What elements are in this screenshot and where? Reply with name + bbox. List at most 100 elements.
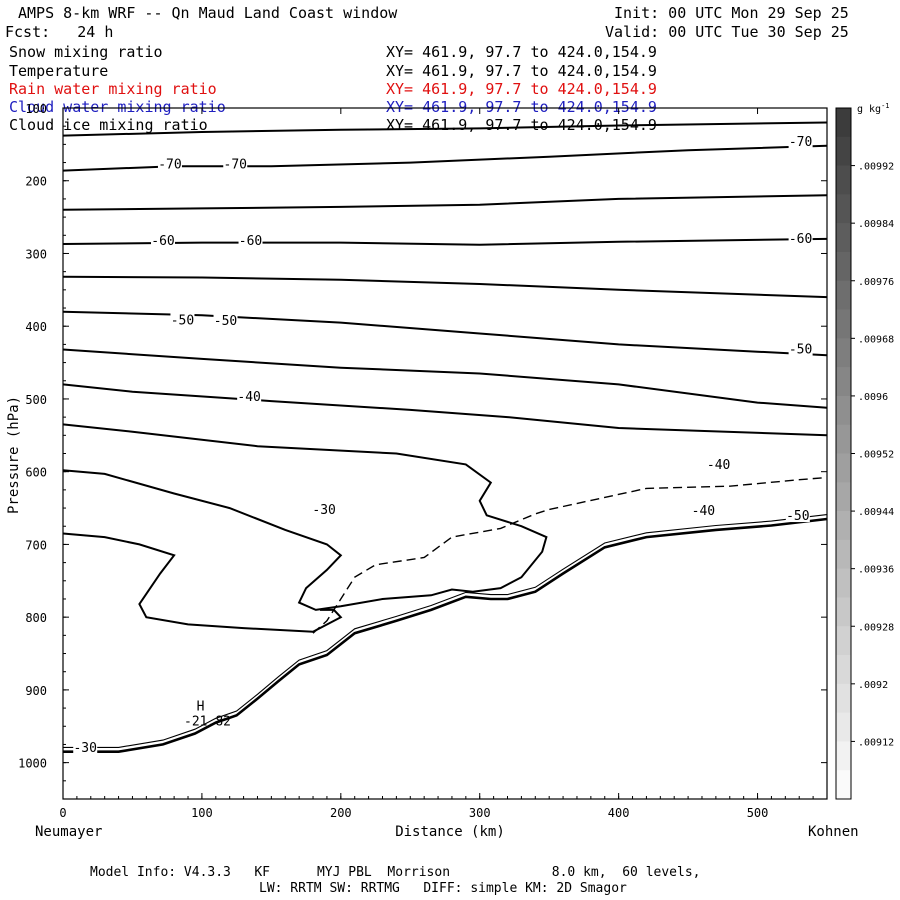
colorbar-swatch	[836, 655, 851, 685]
isotherm-label-bg	[706, 457, 731, 472]
y-axis-label: Pressure (hPa)	[6, 396, 22, 514]
isotherm-label-bg	[237, 388, 262, 403]
isotherm-label-bg	[238, 233, 263, 248]
field-xy-temperature: XY= 461.9, 97.7 to 424.0,154.9	[386, 62, 657, 80]
x-tick-label: 300	[469, 806, 491, 820]
isotherm-label-bg	[223, 156, 248, 171]
isotherm-label-bg	[788, 134, 813, 149]
x-tick-label: 0	[59, 806, 66, 820]
colorbar-label: .00936	[858, 565, 894, 576]
colorbar-swatch	[836, 251, 851, 282]
colorbar-label: .00976	[858, 277, 894, 288]
isotherm-label-bg	[157, 156, 182, 171]
forecast-hour: Fcst: 24 h	[5, 23, 114, 41]
y-tick-label: 900	[25, 684, 47, 698]
x-end-label: Kohnen	[808, 824, 859, 840]
x-tick-label: 400	[608, 806, 630, 820]
colorbar-swatch	[836, 136, 851, 167]
isotherm-label: -50	[171, 313, 194, 328]
valid-time: Valid: 00 UTC Tue 30 Sep 25	[605, 23, 849, 41]
isotherm-label: -30	[73, 741, 96, 756]
y-tick-label: 400	[25, 320, 47, 334]
y-tick-label: 800	[25, 611, 47, 625]
isotherm-label: -60	[239, 234, 262, 249]
x-tick-label: 500	[747, 806, 769, 820]
isotherm-label: -30	[312, 503, 335, 518]
field-xy-snow: XY= 461.9, 97.7 to 424.0,154.9	[386, 43, 657, 61]
colorbar-swatch	[836, 309, 851, 339]
colorbar-label: .00928	[858, 622, 894, 633]
x-tick-label: 100	[191, 806, 213, 820]
minimum-marker-value: -21.82	[184, 714, 231, 729]
colorbar-label: .00944	[858, 507, 894, 518]
isotherm-line-4	[62, 275, 828, 299]
isotherm-label: -50	[789, 342, 812, 357]
terrain-surface-upper-line	[63, 514, 828, 748]
colorbar-swatch	[836, 424, 851, 454]
y-tick-label: 300	[25, 247, 47, 261]
colorbar-swatch	[836, 482, 851, 512]
colorbar-label: .00984	[858, 219, 894, 230]
colorbar-swatch	[836, 395, 851, 426]
colorbar-swatch	[836, 511, 851, 541]
colorbar-swatch	[836, 223, 851, 253]
x-axis-label: Distance (km)	[395, 824, 505, 840]
isotherm-label: -50	[786, 509, 809, 524]
colorbar-swatch	[836, 280, 851, 311]
isotherm-label-bg	[691, 502, 716, 517]
y-tick-label: 600	[25, 466, 47, 480]
colorbar-swatch	[836, 597, 851, 627]
isotherm-label-bg	[213, 313, 238, 328]
isotherm-label: -60	[151, 234, 174, 249]
colorbar-unit: g kg-1	[857, 102, 890, 115]
mixing-ratio-dashed-contour	[312, 476, 828, 634]
isotherm-label: -40	[692, 504, 715, 519]
isotherm-label-bg	[170, 312, 195, 327]
isotherm-label: -40	[237, 390, 260, 405]
isotherm-label: -70	[158, 158, 181, 173]
isotherm-label-bg	[788, 230, 813, 245]
isotherm-label-bg	[788, 341, 813, 356]
isotherm-label-bg	[73, 740, 98, 755]
x-tick-label: 200	[330, 806, 352, 820]
y-tick-label: 100	[25, 102, 47, 116]
field-label-cloud-ice: Cloud ice mixing ratio	[9, 116, 208, 134]
colorbar-swatch	[836, 770, 851, 800]
field-label-rain: Rain water mixing ratio	[9, 80, 217, 98]
colorbar-swatch	[836, 108, 851, 138]
isotherm-label-bg	[151, 233, 176, 248]
x-start-label: Neumayer	[35, 824, 102, 840]
y-tick-label: 200	[25, 175, 47, 189]
colorbar-label: .00912	[858, 737, 894, 748]
colorbar-label: .00992	[858, 162, 894, 173]
colorbar-swatch	[836, 539, 851, 570]
colorbar-swatch	[836, 626, 851, 656]
init-time: Init: 00 UTC Mon 29 Sep 25	[614, 4, 849, 22]
y-tick-label: 700	[25, 538, 47, 552]
chart-title: AMPS 8-km WRF -- Qn Maud Land Coast wind…	[18, 4, 398, 22]
isotherm-line-cold	[62, 532, 343, 633]
isotherm-label: -50	[214, 314, 237, 329]
colorbar-label: .00968	[858, 334, 894, 345]
colorbar-swatch	[836, 741, 851, 771]
colorbar-swatch	[836, 338, 851, 368]
field-label-cloud-water: Cloud water mixing ratio	[9, 98, 226, 116]
colorbar-swatch	[836, 568, 851, 598]
isotherm-label: -70	[789, 135, 812, 150]
y-tick-label: 500	[25, 393, 47, 407]
isotherm-line-2	[62, 194, 828, 211]
isotherm-line-7	[62, 383, 828, 437]
terrain-surface-line	[63, 517, 828, 754]
minimum-marker-symbol: H	[197, 699, 205, 714]
colorbar-swatch	[836, 453, 851, 483]
y-tick-label: 1000	[18, 757, 47, 771]
isotherm-label-bg	[785, 508, 810, 523]
colorbar-label: .0092	[858, 680, 888, 691]
footer-model-info: Model Info: V4.3.3 KF MYJ PBL Morrison 8…	[90, 865, 701, 880]
colorbar-swatch	[836, 165, 851, 195]
field-label-snow: Snow mixing ratio	[9, 43, 163, 61]
isotherm-line-8	[62, 423, 548, 611]
colorbar-swatch	[836, 712, 851, 742]
isotherm-label: -40	[707, 458, 730, 473]
